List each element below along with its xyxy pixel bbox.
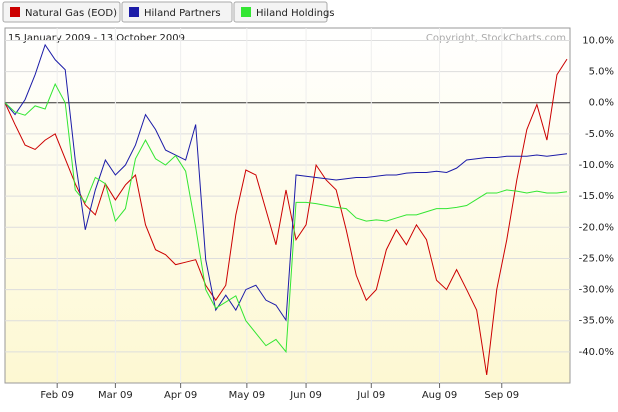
series-line — [4, 58, 568, 375]
legend-label: Hiland Holdings — [256, 8, 335, 19]
legend-tab — [2, 1, 121, 23]
legend-tab — [121, 1, 233, 23]
legend-label: Natural Gas (EOD) — [25, 8, 117, 19]
y-tick-label: -40.0% — [579, 347, 614, 358]
series-line — [4, 82, 568, 354]
x-tick-label: Jun 09 — [289, 390, 322, 401]
legend-item: Hiland Partners — [121, 1, 233, 23]
subtitle: 15 January 2009 - 13 October 2009 — [8, 33, 185, 44]
y-tick-label: 5.0% — [589, 67, 614, 78]
legend-swatch — [10, 7, 20, 17]
y-tick-label: 0.0% — [589, 98, 614, 109]
x-tick-label: Feb 09 — [40, 390, 74, 401]
y-tick-label: -25.0% — [579, 253, 614, 264]
y-tick-label: -5.0% — [585, 129, 614, 140]
y-tick-label: -15.0% — [579, 191, 614, 202]
copyright: Copyright, StockCharts.com — [426, 33, 566, 44]
x-tick-label: Aug 09 — [422, 390, 457, 401]
legend-item: Natural Gas (EOD) — [2, 1, 121, 23]
legend-label: Hiland Partners — [144, 8, 221, 19]
x-tick-label: Jul 09 — [356, 390, 385, 401]
x-tick-label: Sep 09 — [484, 390, 519, 401]
x-tick-label: Mar 09 — [98, 390, 133, 401]
y-tick-label: -10.0% — [579, 160, 614, 171]
x-tick-label: Apr 09 — [164, 390, 197, 401]
y-tick-label: -30.0% — [579, 285, 614, 296]
legend-swatch — [129, 7, 139, 17]
y-tick-label: 10.0% — [582, 35, 614, 46]
legend-tab — [233, 1, 328, 23]
legend-item: Hiland Holdings — [233, 1, 335, 23]
x-tick-label: May 09 — [229, 390, 266, 401]
legend-swatch — [241, 7, 251, 17]
y-tick-label: -35.0% — [579, 316, 614, 327]
y-tick-label: -20.0% — [579, 222, 614, 233]
